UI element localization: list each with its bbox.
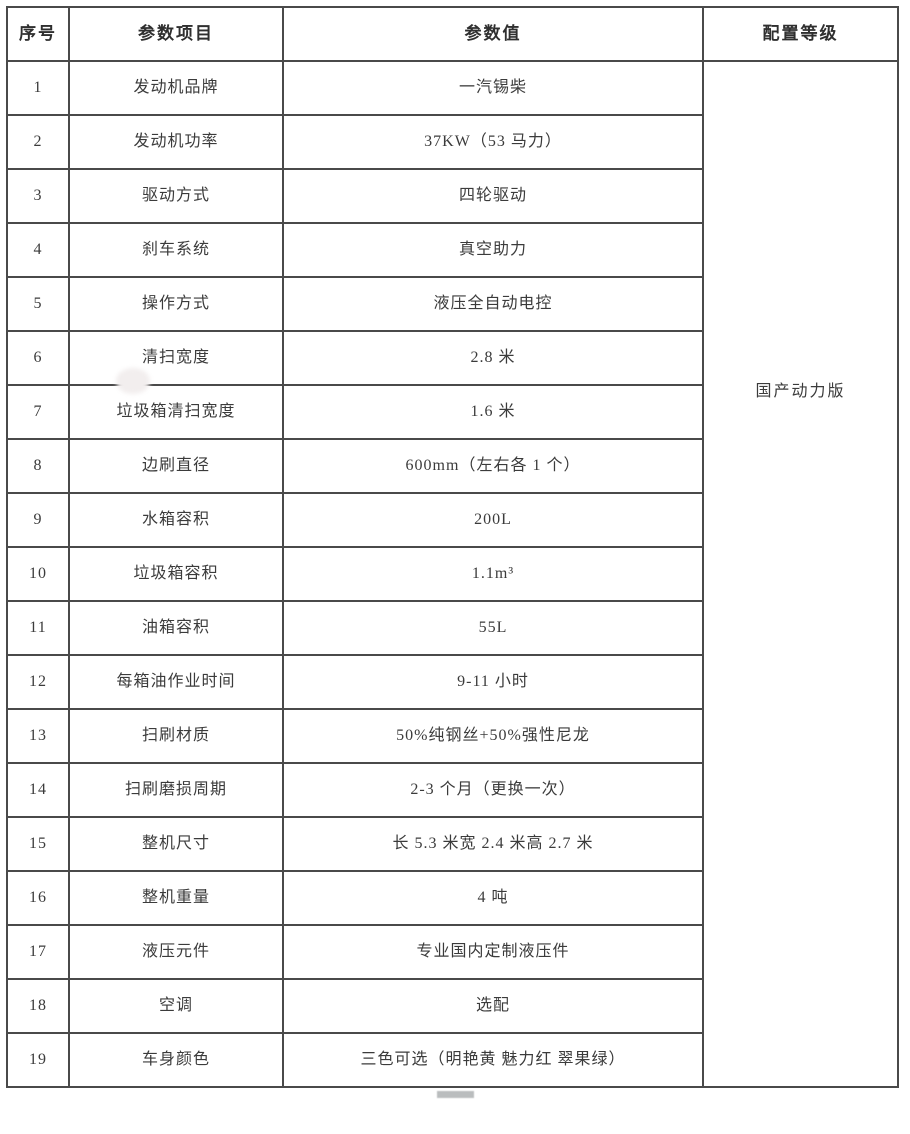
config-level-label: 国产动力版 [755,383,846,400]
cell-value: 9-11 小时 [282,654,704,710]
cell-value: 1.1m³ [282,546,704,602]
cell-no: 16 [6,870,70,926]
cell-item: 清扫宽度 [68,330,284,386]
cell-item: 刹车系统 [68,222,284,278]
cell-no: 8 [6,438,70,494]
column-header-config: 配置等级 [702,6,899,62]
cell-item: 空调 [68,978,284,1034]
table-row: 4 刹车系统 真空助力 [6,222,898,278]
table-row: 5 操作方式 液压全自动电控 [6,276,898,332]
column-header-value: 参数值 [282,6,704,62]
cell-no: 10 [6,546,70,602]
cell-value: 专业国内定制液压件 [282,924,704,980]
cell-item: 整机重量 [68,870,284,926]
cell-value: 一汽锡柴 [282,60,704,116]
column-header-no: 序号 [6,6,70,62]
cell-no: 7 [6,384,70,440]
table-row: 17 液压元件 专业国内定制液压件 [6,924,898,980]
table-row: 1 发动机品牌 一汽锡柴 国产动力版 [6,60,899,1088]
cell-no: 11 [6,600,70,656]
spec-table: 序号 参数项目 参数值 配置等级 1 发动机品牌 一汽锡柴 国产动力版 2 发动… [6,6,899,1088]
table-row: 11 油箱容积 55L [6,600,898,656]
header-row: 序号 参数项目 参数值 配置等级 [6,6,899,62]
cell-value: 三色可选（明艳黄 魅力红 翠果绿） [282,1032,704,1088]
cell-no: 9 [6,492,70,548]
cell-value: 选配 [282,978,704,1034]
cell-value: 长 5.3 米宽 2.4 米高 2.7 米 [282,816,704,872]
table-row: 7 垃圾箱清扫宽度 1.6 米 [6,384,898,440]
table-row: 2 发动机功率 37KW（53 马力） [6,114,898,170]
cell-no: 1 [6,60,70,116]
cell-item: 垃圾箱容积 [68,546,284,602]
cell-no: 6 [6,330,70,386]
table-row: 16 整机重量 4 吨 [6,870,898,926]
cell-value: 四轮驱动 [282,168,704,224]
table-row: 15 整机尺寸 长 5.3 米宽 2.4 米高 2.7 米 [6,816,898,872]
watermark-smudge [437,1091,474,1098]
cell-no: 15 [6,816,70,872]
table-row: 9 水箱容积 200L [6,492,898,548]
cell-item: 发动机品牌 [68,60,284,116]
cell-no: 14 [6,762,70,818]
cell-item: 整机尺寸 [68,816,284,872]
table-row: 18 空调 选配 [6,978,898,1034]
cell-value: 2-3 个月（更换一次） [282,762,704,818]
cell-value: 200L [282,492,704,548]
table-row: 13 扫刷材质 50%纯钢丝+50%强性尼龙 [6,708,898,764]
table-row: 12 每箱油作业时间 9-11 小时 [6,654,898,710]
cell-no: 3 [6,168,70,224]
cell-value: 600mm（左右各 1 个） [282,438,704,494]
cell-value: 55L [282,600,704,656]
cell-item: 车身颜色 [68,1032,284,1088]
cell-no: 18 [6,978,70,1034]
watermark-smudge [116,368,150,394]
cell-no: 19 [6,1032,70,1088]
table-row: 19 车身颜色 三色可选（明艳黄 魅力红 翠果绿） [6,1032,898,1088]
cell-no: 17 [6,924,70,980]
column-header-item: 参数项目 [68,6,284,62]
cell-value: 4 吨 [282,870,704,926]
cell-no: 13 [6,708,70,764]
table-row: 8 边刷直径 600mm（左右各 1 个） [6,438,898,494]
cell-no: 5 [6,276,70,332]
cell-item: 水箱容积 [68,492,284,548]
table-row: 14 扫刷磨损周期 2-3 个月（更换一次） [6,762,898,818]
cell-value: 2.8 米 [282,330,704,386]
cell-item: 边刷直径 [68,438,284,494]
cell-value: 50%纯钢丝+50%强性尼龙 [282,708,704,764]
cell-value: 真空助力 [282,222,704,278]
cell-no: 4 [6,222,70,278]
cell-item: 发动机功率 [68,114,284,170]
cell-item: 每箱油作业时间 [68,654,284,710]
cell-value: 37KW（53 马力） [282,114,704,170]
cell-item: 垃圾箱清扫宽度 [68,384,284,440]
cell-item: 驱动方式 [68,168,284,224]
cell-item: 液压元件 [68,924,284,980]
cell-value: 液压全自动电控 [282,276,704,332]
table-row: 6 清扫宽度 2.8 米 [6,330,898,386]
cell-item: 扫刷磨损周期 [68,762,284,818]
config-level-cell: 国产动力版 [702,60,899,1088]
cell-item: 操作方式 [68,276,284,332]
cell-no: 2 [6,114,70,170]
cell-item: 扫刷材质 [68,708,284,764]
table-row: 3 驱动方式 四轮驱动 [6,168,898,224]
cell-no: 12 [6,654,70,710]
cell-item: 油箱容积 [68,600,284,656]
cell-value: 1.6 米 [282,384,704,440]
table-row: 10 垃圾箱容积 1.1m³ [6,546,898,602]
